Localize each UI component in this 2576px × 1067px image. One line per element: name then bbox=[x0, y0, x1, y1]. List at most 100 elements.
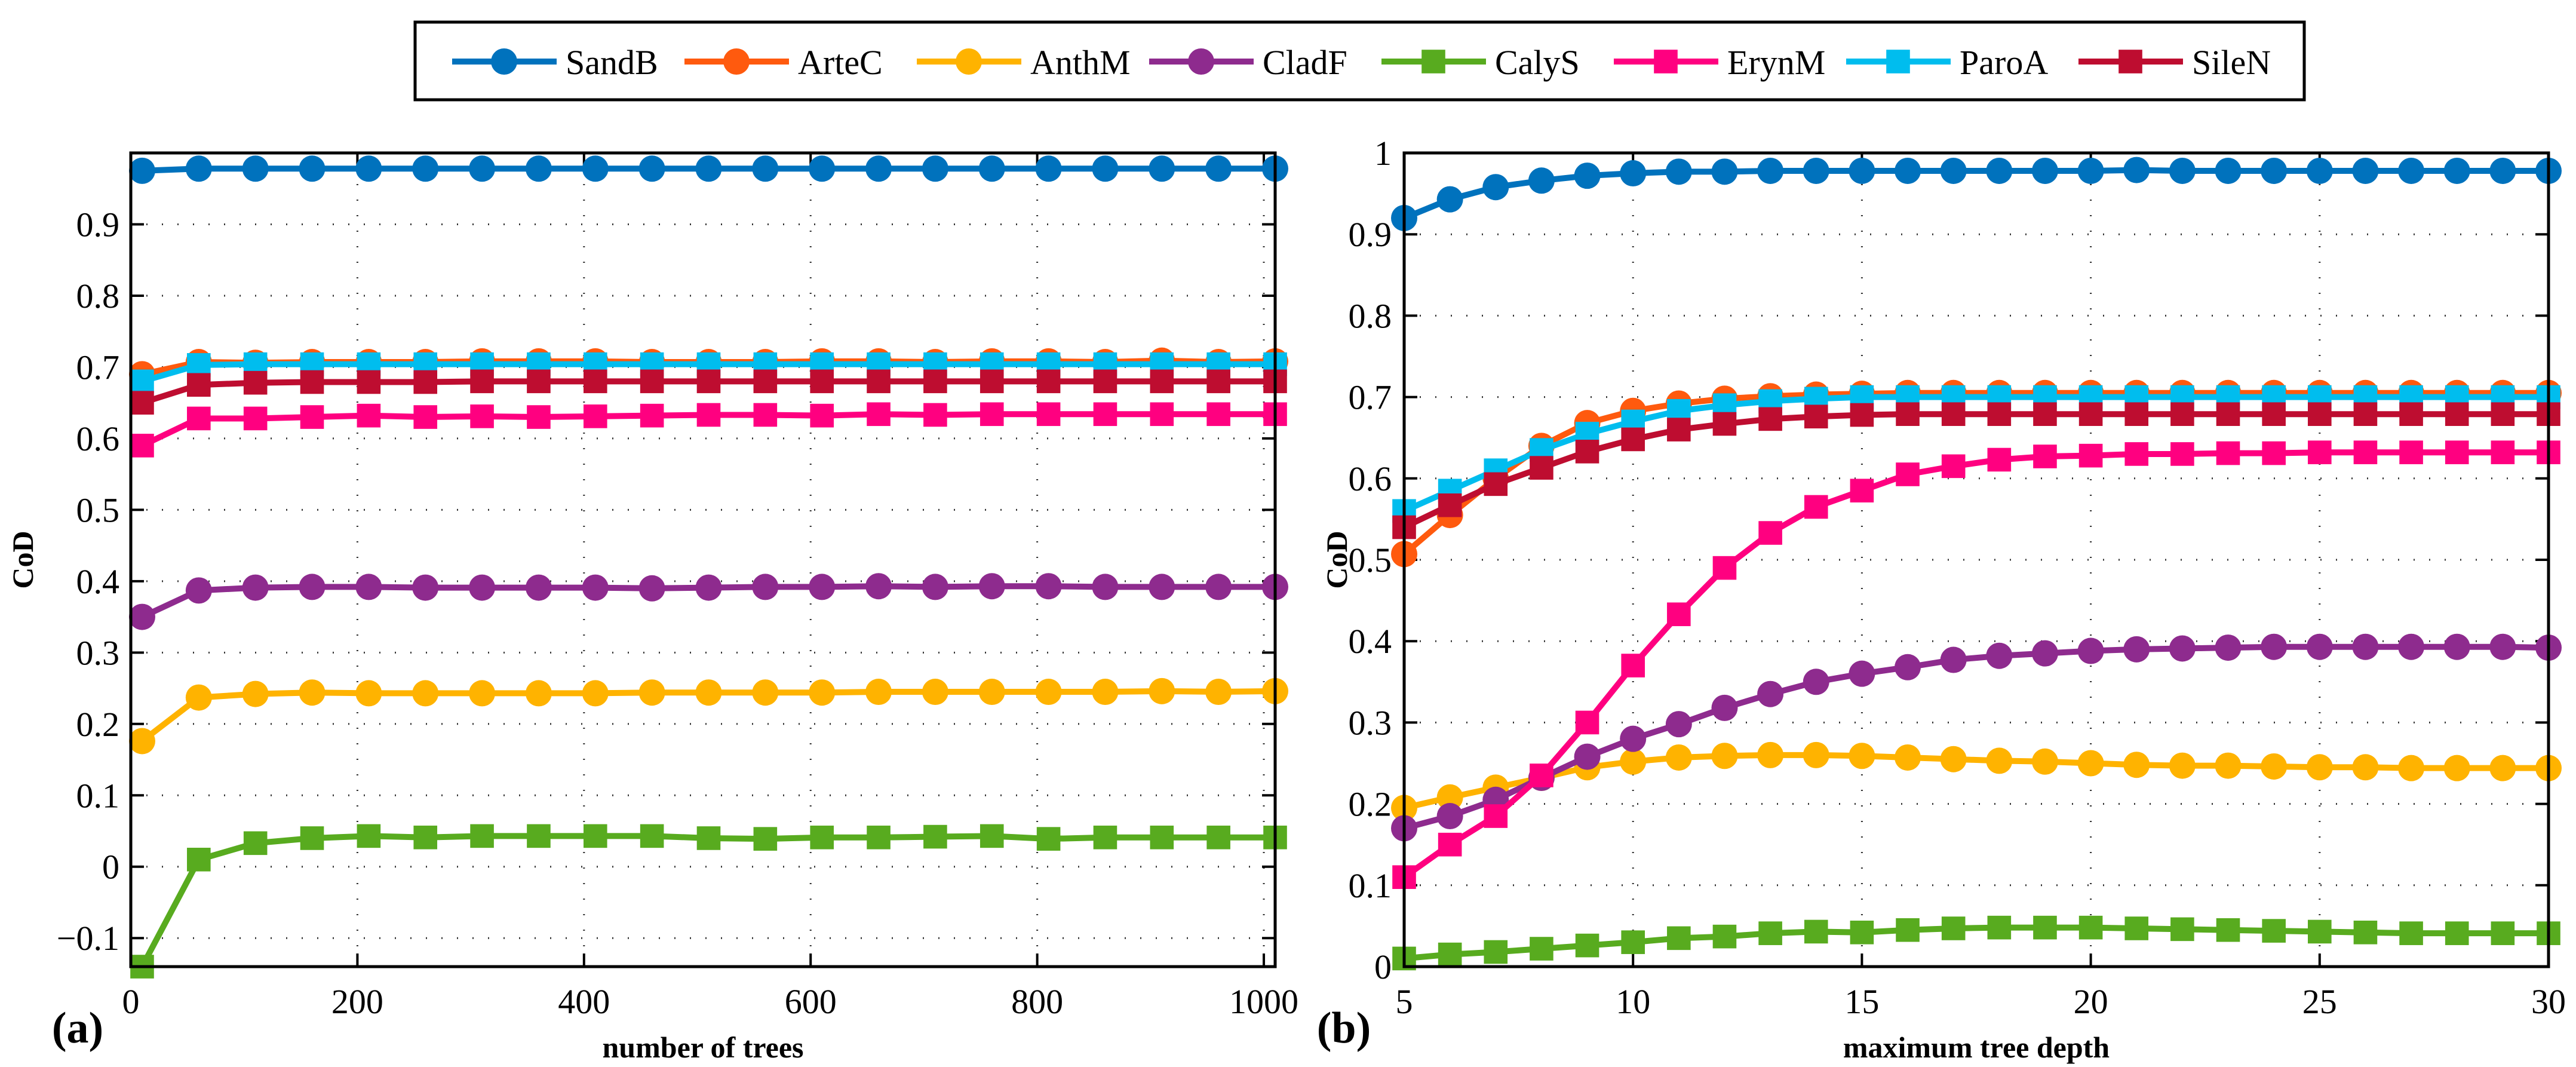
data-point bbox=[1150, 825, 1174, 850]
x-axis-label: maximum tree depth bbox=[1843, 1031, 2110, 1064]
data-point bbox=[809, 679, 836, 706]
data-point bbox=[2399, 440, 2423, 465]
y-tick-label: 0.7 bbox=[1349, 378, 1392, 417]
data-point bbox=[867, 402, 891, 427]
data-point bbox=[1758, 921, 1782, 945]
x-tick-label: 15 bbox=[1844, 982, 1879, 1021]
data-point bbox=[2308, 440, 2332, 465]
data-point bbox=[413, 370, 438, 394]
data-point bbox=[2077, 750, 2104, 777]
data-point bbox=[582, 574, 609, 601]
data-point bbox=[1092, 679, 1119, 706]
data-point bbox=[1896, 462, 1920, 486]
legend-item-anthm: AnthM bbox=[917, 43, 1131, 82]
data-point bbox=[2306, 633, 2333, 660]
data-point bbox=[1757, 157, 1784, 184]
data-point bbox=[640, 369, 664, 394]
data-point bbox=[2078, 443, 2103, 468]
data-point bbox=[1438, 493, 1462, 517]
data-point bbox=[1093, 825, 1117, 850]
data-point bbox=[187, 847, 211, 872]
data-point bbox=[130, 434, 154, 458]
data-point bbox=[2215, 157, 2242, 184]
y-tick-label: 0.4 bbox=[76, 562, 120, 601]
data-point bbox=[696, 403, 721, 427]
data-point bbox=[980, 402, 1004, 427]
data-point bbox=[128, 603, 155, 630]
data-point bbox=[2443, 755, 2470, 781]
x-tick-label: 5 bbox=[1396, 982, 1413, 1021]
data-point bbox=[980, 369, 1004, 394]
y-tick-label: 0.4 bbox=[1349, 622, 1392, 661]
data-point bbox=[1206, 369, 1230, 394]
y-tick-label: 0.2 bbox=[76, 705, 120, 744]
y-tick-label: 0.9 bbox=[76, 205, 120, 244]
data-point bbox=[2033, 402, 2057, 427]
data-point bbox=[1620, 748, 1647, 775]
data-point bbox=[1803, 741, 1829, 768]
data-point bbox=[638, 679, 665, 706]
y-tick-label: 0.5 bbox=[1349, 541, 1392, 580]
data-point bbox=[1528, 167, 1555, 194]
y-tick-label: 0.7 bbox=[76, 348, 120, 387]
x-tick-label: 800 bbox=[1011, 982, 1063, 1021]
data-point bbox=[1895, 744, 1921, 771]
data-point bbox=[299, 155, 326, 182]
data-point bbox=[922, 574, 948, 600]
data-point bbox=[1621, 930, 1645, 954]
data-point bbox=[2489, 633, 2516, 660]
data-point bbox=[130, 391, 154, 415]
data-point bbox=[1482, 174, 1509, 201]
data-point bbox=[1895, 157, 1921, 184]
data-point bbox=[1896, 918, 1920, 942]
data-point bbox=[1436, 803, 1463, 830]
data-point bbox=[1436, 186, 1463, 213]
data-point bbox=[242, 680, 269, 707]
data-point bbox=[1093, 402, 1117, 427]
data-point bbox=[809, 574, 836, 600]
x-tick-label: 400 bbox=[558, 982, 610, 1021]
data-point bbox=[1436, 784, 1463, 811]
data-point bbox=[1530, 764, 1553, 787]
data-point bbox=[1850, 920, 1874, 945]
data-point bbox=[2216, 441, 2240, 465]
data-point bbox=[2308, 402, 2332, 427]
legend-label: SandB bbox=[566, 43, 658, 82]
data-point bbox=[357, 370, 381, 394]
series-artec bbox=[1391, 379, 2562, 568]
axes-frame bbox=[1402, 151, 2550, 968]
data-point bbox=[1804, 495, 1828, 519]
data-point bbox=[1804, 919, 1828, 944]
legend-marker-square-icon bbox=[1886, 50, 1910, 73]
y-axis-label: CoD bbox=[1320, 531, 1353, 588]
legend-marker-square-icon bbox=[1654, 50, 1678, 73]
data-point bbox=[922, 679, 948, 706]
legend-label: ErynM bbox=[1727, 43, 1825, 82]
data-point bbox=[1665, 711, 1692, 738]
legend-label: ArteC bbox=[798, 43, 883, 82]
data-point bbox=[2353, 440, 2378, 465]
y-tick-label: 0.8 bbox=[76, 277, 120, 315]
data-point bbox=[413, 825, 438, 850]
data-point bbox=[1574, 162, 1601, 189]
x-tick-label: 30 bbox=[2531, 982, 2566, 1021]
data-point bbox=[1803, 157, 1829, 184]
data-point bbox=[1575, 933, 1599, 958]
data-point bbox=[1092, 574, 1119, 600]
series-paroa bbox=[1392, 385, 2560, 523]
data-point bbox=[1667, 418, 1691, 441]
data-point bbox=[2491, 921, 2515, 945]
data-point bbox=[2443, 633, 2470, 660]
data-point bbox=[1149, 677, 1175, 704]
data-point bbox=[1849, 157, 1875, 184]
data-point bbox=[1986, 157, 2013, 184]
data-point bbox=[2398, 157, 2425, 184]
data-point bbox=[1711, 694, 1738, 721]
x-tick-label: 1000 bbox=[1229, 982, 1298, 1021]
data-point bbox=[1484, 472, 1508, 496]
data-point bbox=[978, 573, 1005, 600]
data-point bbox=[1036, 827, 1061, 851]
y-tick-label: 0.6 bbox=[76, 419, 120, 458]
data-point bbox=[753, 369, 778, 394]
data-point bbox=[1987, 447, 2012, 472]
